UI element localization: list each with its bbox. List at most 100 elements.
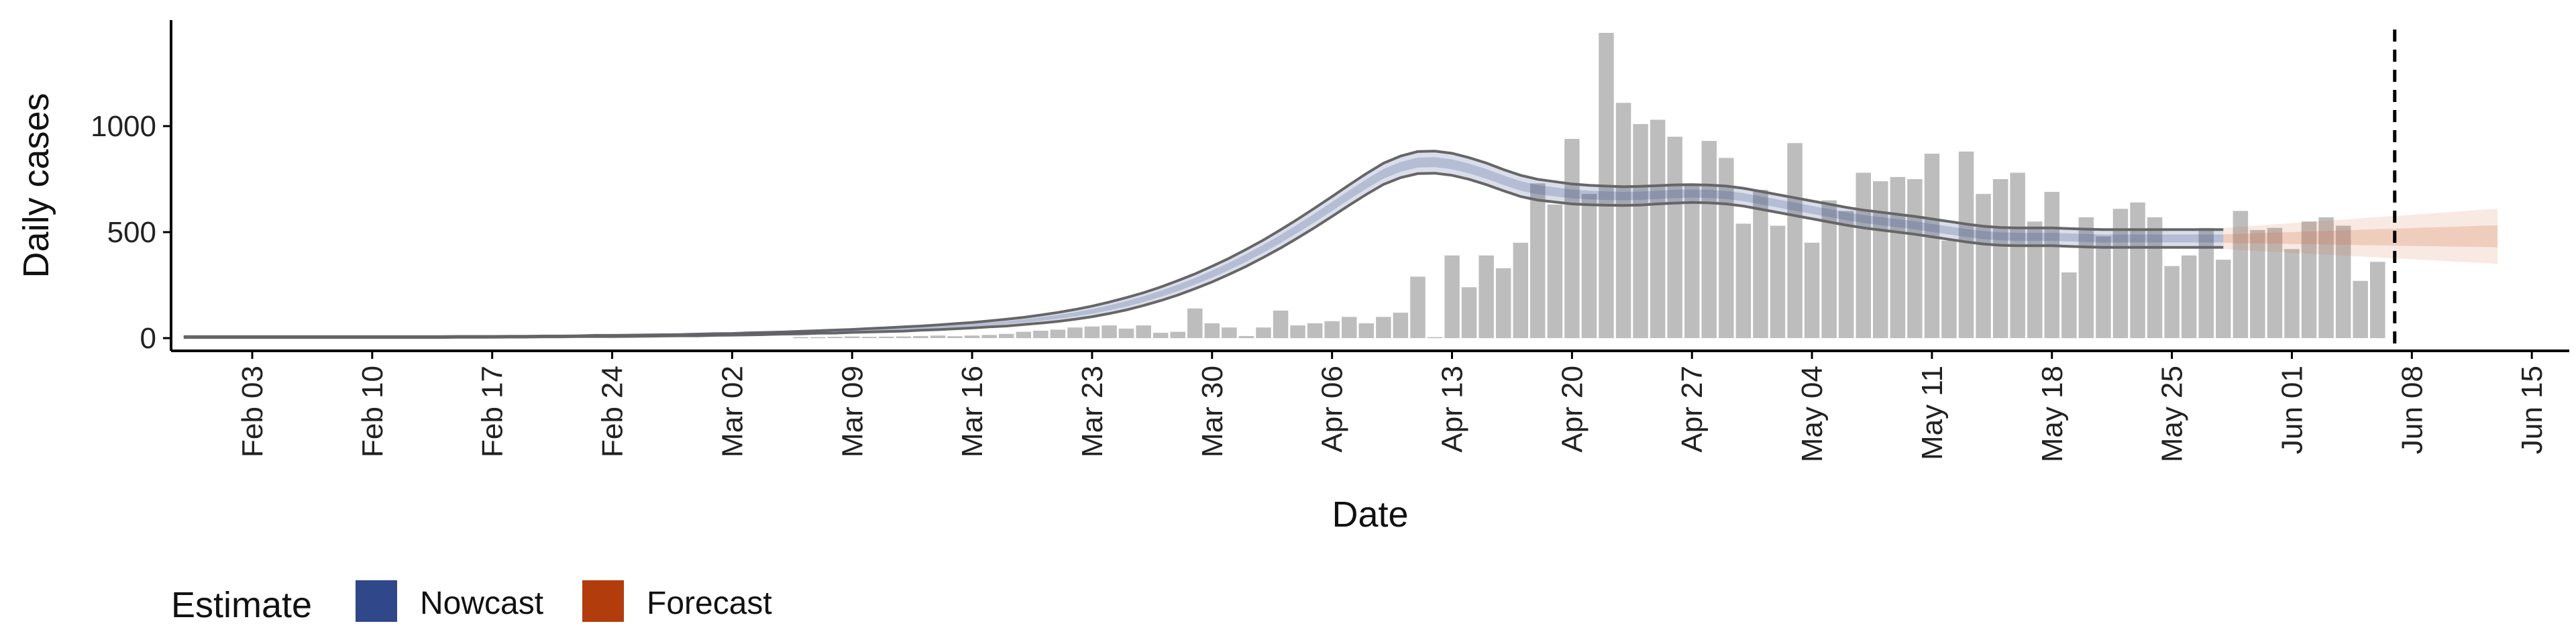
case-bar — [1444, 255, 1460, 339]
case-bar — [1804, 242, 1820, 338]
x-tick-label: Feb 17 — [476, 366, 509, 458]
case-bar — [1118, 328, 1134, 338]
case-bar — [2198, 227, 2214, 338]
case-bar — [1890, 176, 1906, 339]
x-tick-label: May 04 — [1796, 366, 1829, 462]
case-bar — [1701, 141, 1717, 338]
axes — [170, 20, 2569, 352]
legend-title: Estimate — [171, 585, 312, 625]
forecast-outer-band — [2223, 209, 2498, 264]
x-tick-label: Apr 27 — [1676, 366, 1709, 453]
case-bar — [2318, 217, 2334, 338]
case-bar — [1461, 287, 1477, 338]
case-bar — [2370, 262, 2385, 339]
case-bar — [1941, 240, 1957, 339]
case-bar — [1753, 189, 1768, 338]
case-bar — [2284, 249, 2300, 338]
case-bar — [1204, 323, 1220, 338]
case-bar — [1547, 204, 1563, 338]
nowcast-outer-band-lower-line — [183, 172, 2224, 339]
legend-label-forecast: Forecast — [647, 586, 772, 621]
case-bar — [1273, 311, 1289, 339]
case-bar — [913, 335, 928, 339]
case-bar — [1924, 154, 1940, 338]
case-bar — [2010, 172, 2025, 338]
case-bar — [2096, 236, 2111, 338]
case-bar — [1067, 327, 1083, 338]
x-tick-label: Jun 15 — [2516, 366, 2548, 454]
legend: Estimate Nowcast Forecast — [171, 580, 772, 625]
case-bar — [1992, 179, 2008, 338]
case-bar — [2233, 211, 2249, 338]
x-tick-label: Mar 23 — [1076, 366, 1109, 458]
nowcast-band — [183, 150, 2224, 339]
forecast-inner-band — [2223, 225, 2498, 248]
case-bar — [1358, 323, 1374, 338]
x-tick-label: Jun 01 — [2275, 366, 2308, 454]
x-tick-label: May 25 — [2156, 366, 2189, 462]
case-bar — [1256, 327, 1271, 338]
case-bar — [810, 337, 826, 339]
case-bar — [1393, 313, 1409, 338]
case-bar — [1427, 337, 1443, 339]
case-bar — [2267, 227, 2283, 338]
case-bar — [861, 337, 877, 338]
case-bar — [1650, 119, 1666, 338]
case-bar — [1907, 179, 1923, 338]
case-bar — [1633, 123, 1648, 339]
x-tick-label: Feb 03 — [236, 366, 269, 458]
case-bar — [827, 337, 843, 338]
x-tick-label: Mar 16 — [956, 366, 989, 458]
x-tick-label: Mar 02 — [716, 366, 749, 458]
case-bar — [1050, 329, 1066, 338]
case-bar — [1856, 172, 1871, 338]
case-bar — [999, 333, 1014, 338]
case-bar — [2164, 266, 2180, 338]
case-bar — [1513, 242, 1528, 338]
case-bar — [1170, 331, 1185, 339]
case-bar — [1667, 136, 1682, 339]
tick-labels: 0 500 1000 Feb 03 Feb 10 Feb 17 Feb 24 Mar 02 Ma… — [91, 110, 2548, 462]
x-tick-label: Feb 10 — [356, 366, 389, 458]
case-bar — [1564, 139, 1580, 339]
legend-swatch-nowcast — [356, 580, 397, 622]
x-tick-label: Feb 24 — [596, 366, 629, 458]
x-tick-label: Apr 20 — [1556, 366, 1589, 453]
case-bar — [1016, 331, 1031, 339]
case-bar — [1479, 255, 1494, 339]
case-bar — [947, 336, 963, 338]
case-bar — [793, 337, 808, 339]
case-bar — [879, 336, 894, 338]
x-tick-label: Apr 13 — [1436, 366, 1469, 453]
case-bar — [2130, 202, 2145, 339]
y-axis-title: Daily cases — [16, 93, 56, 278]
case-bar — [2112, 209, 2129, 339]
case-bar — [1873, 181, 1888, 339]
case-bar — [2181, 255, 2197, 339]
legend-label-nowcast: Nowcast — [420, 586, 543, 621]
case-bar — [1102, 325, 1117, 339]
x-tick-label: Mar 30 — [1196, 366, 1229, 458]
case-bar — [1787, 143, 1803, 339]
x-tick-label: Mar 09 — [836, 366, 869, 458]
case-bar — [1976, 194, 1991, 338]
case-bar — [1152, 333, 1169, 338]
case-bar — [1290, 325, 1305, 339]
reported-cases-bars — [793, 33, 2385, 339]
legend-swatch-forecast — [582, 580, 624, 622]
forecast-band — [2223, 209, 2498, 264]
case-bar — [1222, 327, 1237, 338]
case-bar — [1958, 151, 1974, 338]
case-bar — [1735, 223, 1752, 339]
case-bar — [2061, 272, 2077, 339]
case-bar — [1410, 276, 1426, 338]
case-bar — [1821, 200, 1837, 338]
case-bar — [1581, 194, 1597, 338]
case-bar — [1530, 183, 1546, 338]
y-tick-label: 1000 — [91, 110, 156, 143]
case-bar — [1838, 211, 1854, 338]
case-bar — [1136, 325, 1151, 339]
case-bar — [1770, 225, 1786, 338]
case-bar — [1342, 317, 1357, 338]
case-bar — [896, 336, 912, 338]
